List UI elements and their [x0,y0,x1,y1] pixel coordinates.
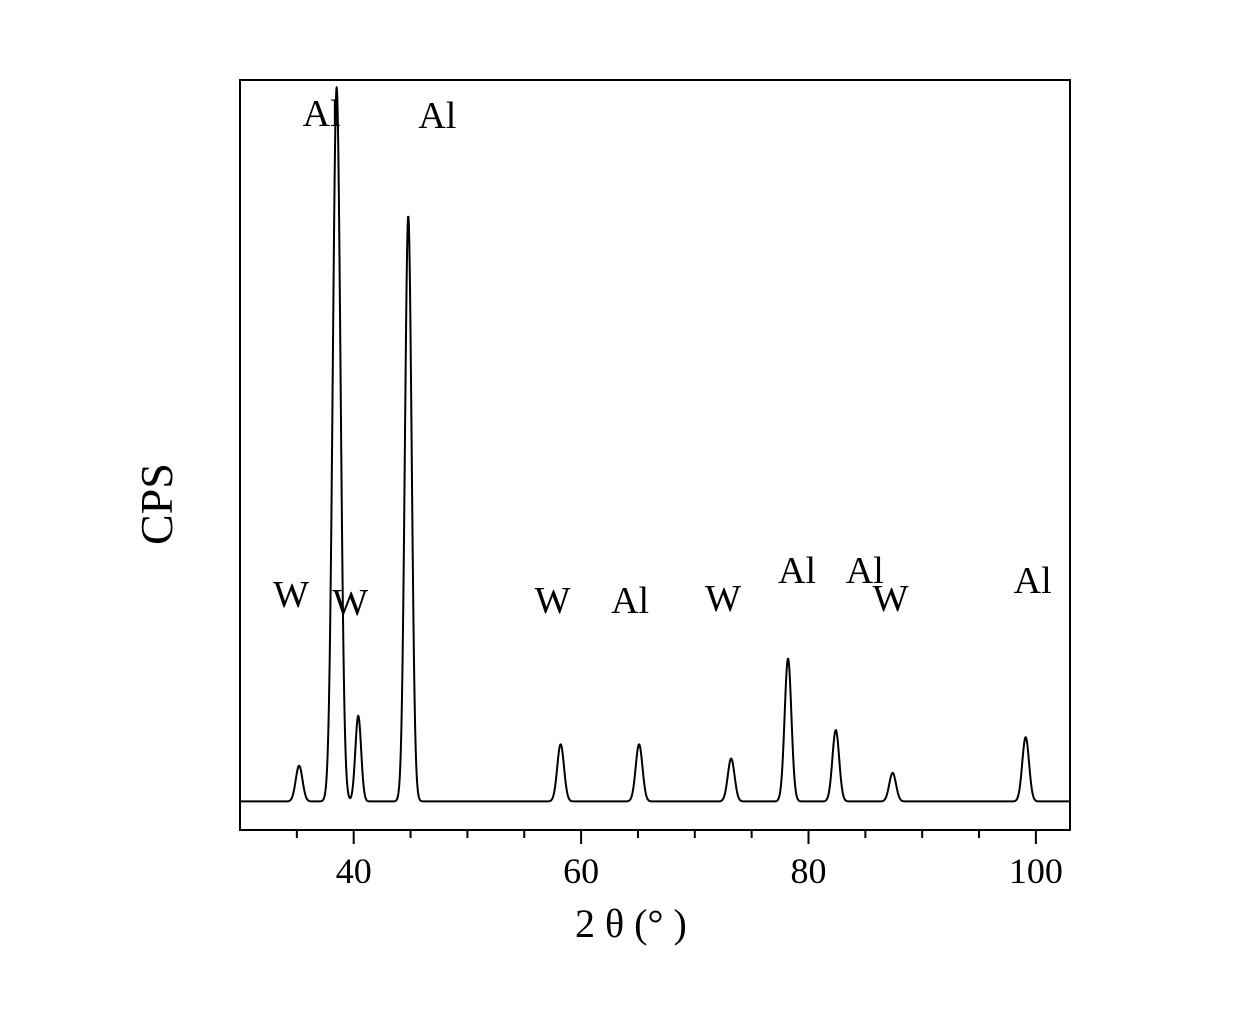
peak-label: Al [418,94,456,138]
x-tick-label: 40 [314,850,394,892]
x-axis-label: 2 θ (° ) [575,900,687,947]
x-tick-label: 60 [541,850,621,892]
peak-label: W [273,573,309,617]
x-tick-label: 100 [996,850,1076,892]
y-axis-label: CPS [130,463,183,545]
peak-label: Al [611,579,649,623]
x-tick-label: 80 [768,850,848,892]
peak-label: Al [303,92,341,136]
peak-label: W [705,577,741,621]
peak-label: W [873,577,909,621]
peak-label: Al [778,549,816,593]
xrd-chart: CPS 2 θ (° ) 406080100 WAlWAlWAlWAlAlWAl [0,0,1240,1026]
peak-label: W [332,581,368,625]
peak-label: W [535,579,571,623]
peak-label: Al [1014,559,1052,603]
